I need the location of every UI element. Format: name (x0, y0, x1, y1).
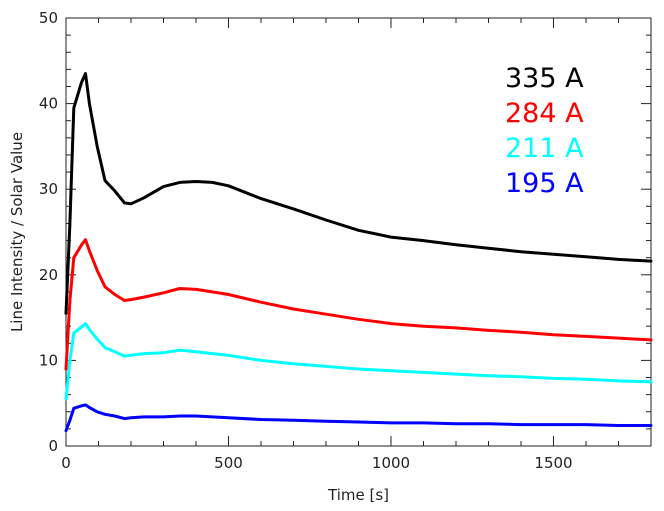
legend-item: 211 A (505, 133, 584, 164)
x-tick-label: 500 (214, 454, 243, 472)
series-line (64, 238, 653, 371)
series-line (64, 72, 653, 315)
series-lines (64, 72, 653, 433)
series-line (64, 322, 653, 401)
x-tick-label: 1500 (534, 454, 572, 472)
y-tick-label: 50 (39, 9, 58, 27)
legend-item: 195 A (505, 168, 584, 199)
x-tick-label: 1000 (372, 454, 410, 472)
legend: 335 A 284 A 211 A 195 A (505, 63, 584, 199)
legend-item: 335 A (505, 63, 584, 94)
series-line (64, 403, 653, 433)
y-axis-title: Line Intensity / Solar Value (8, 132, 26, 332)
x-axis-title: Time [s] (327, 486, 389, 504)
y-axis: 0 10 20 30 40 50 (39, 9, 651, 455)
y-tick-label: 10 (39, 351, 58, 369)
y-tick-label: 40 (39, 95, 58, 113)
legend-item: 284 A (505, 98, 584, 129)
y-tick-label: 30 (39, 180, 58, 198)
y-tick-label: 0 (48, 437, 58, 455)
x-tick-label: 0 (61, 454, 71, 472)
x-axis: 0 500 1000 1500 (61, 18, 652, 472)
y-tick-label: 20 (39, 266, 58, 284)
